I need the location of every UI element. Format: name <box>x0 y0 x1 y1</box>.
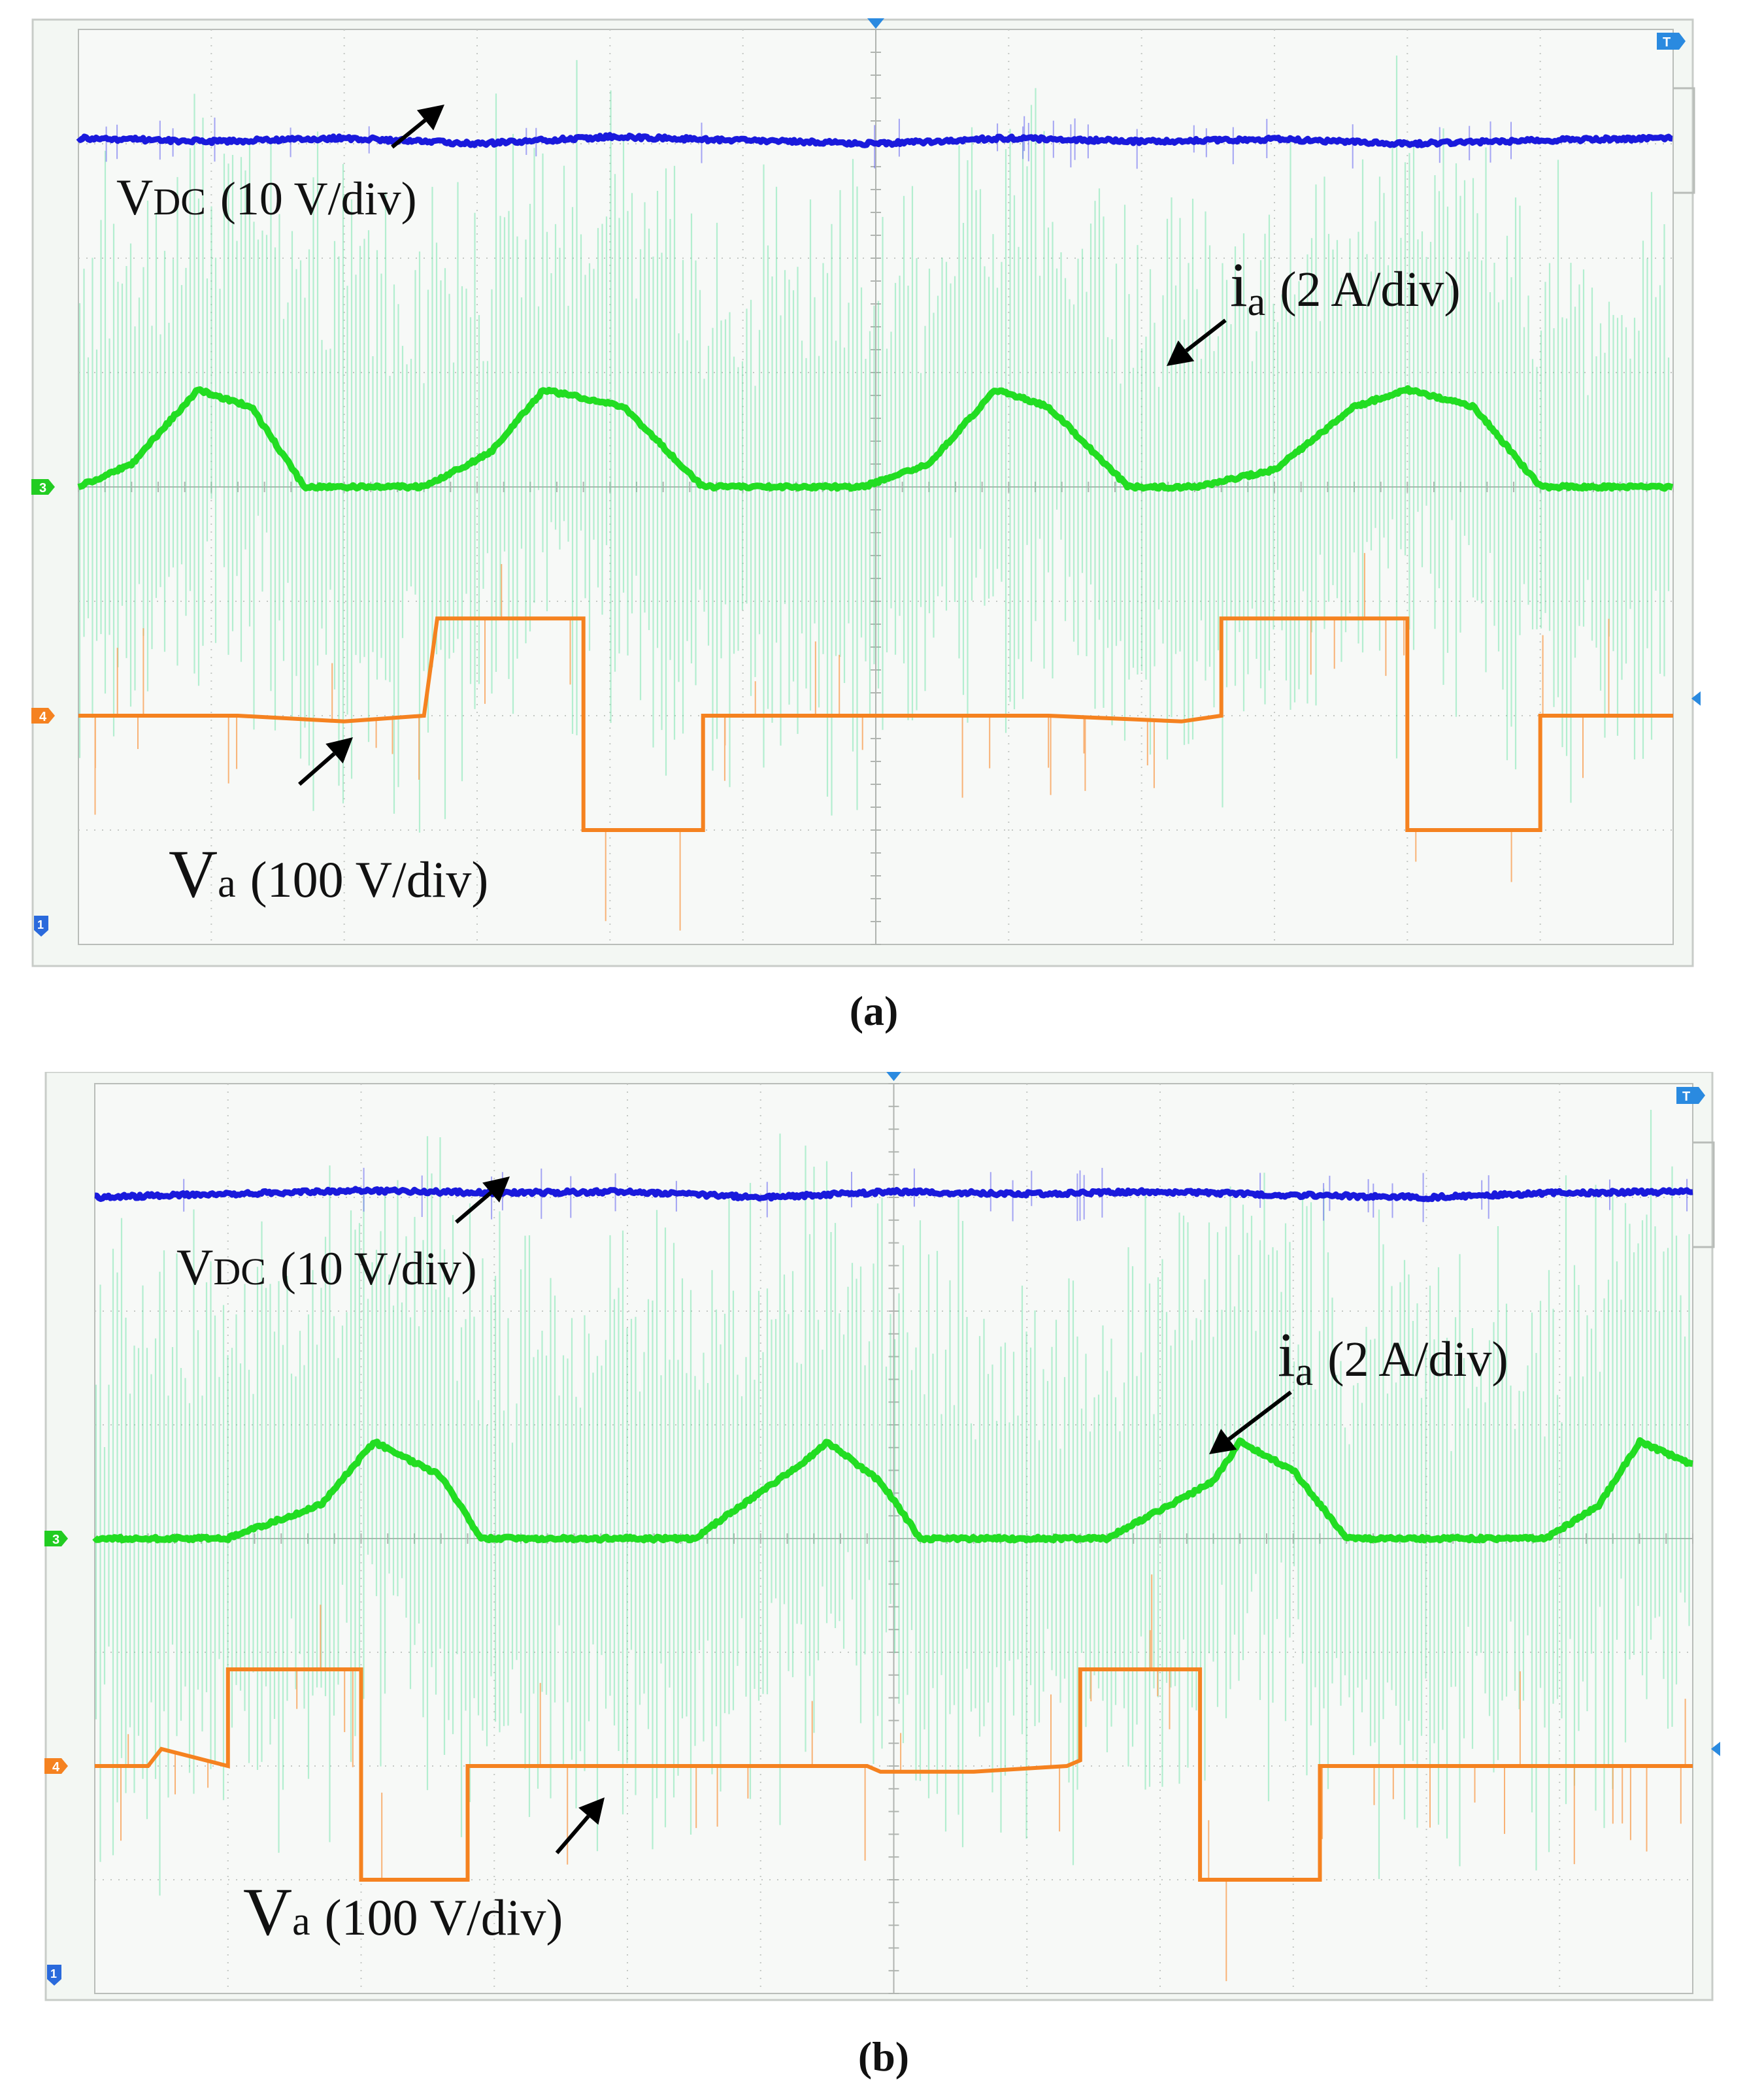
vdc-trace <box>93 1186 1694 1203</box>
channel-3-marker: 3 <box>31 479 55 495</box>
channel-4-marker-label: 4 <box>39 710 47 724</box>
ia-trace <box>92 1437 1694 1544</box>
panel-b: 3 4 1 T VDC (10 V/div) ia (2 A/div) Va (100 V/div… <box>0 1072 1747 2100</box>
va-trace <box>95 1667 1693 1882</box>
side-readout-frame <box>1673 87 1695 194</box>
channel-4-marker: 4 <box>31 708 55 724</box>
ia-label-subscript: a <box>1295 1350 1314 1394</box>
ia-label: ia (2 A/div) <box>1230 250 1461 324</box>
ia-arrow-head <box>1209 1429 1237 1454</box>
va-spikes <box>94 553 1610 931</box>
side-readout-frame <box>1693 1141 1715 1248</box>
channel-1-marker: 1 <box>47 1965 61 1986</box>
channel-4-marker-shape <box>31 708 55 724</box>
va-arrow <box>555 1797 605 1854</box>
va-label: Va (100 V/div) <box>169 837 488 912</box>
va-arrow-head <box>578 1797 605 1825</box>
ia-trace <box>77 385 1674 492</box>
trigger-marker-label: T <box>1682 1090 1690 1104</box>
center-axes <box>94 1083 1693 1994</box>
channel-1-marker-label: 1 <box>50 1967 57 1980</box>
ia-label-scale: (2 A/div) <box>1280 262 1461 317</box>
channel-3-marker-label: 3 <box>39 481 46 495</box>
trigger-marker: T <box>1657 33 1686 50</box>
ia-arrow <box>1167 318 1227 366</box>
ia-arrow-shaft <box>1227 1390 1292 1441</box>
channel-4-marker-label: 4 <box>52 1760 60 1775</box>
ia-label-symbol: i <box>1278 1320 1295 1390</box>
ia-arrow <box>1209 1390 1292 1454</box>
vdc-label-subscript: DC <box>153 180 206 223</box>
vdc-label-scale: (10 V/div) <box>280 1242 477 1295</box>
channel-3-marker-shape <box>44 1531 68 1546</box>
trigger-level-marker <box>1711 1741 1720 1756</box>
va-label-subscript: a <box>218 861 236 906</box>
channel-3-marker-label: 3 <box>52 1533 59 1547</box>
vdc-arrow-head <box>416 105 444 131</box>
vdc-label-symbol: V <box>116 169 153 225</box>
trigger-marker: T <box>1676 1087 1705 1104</box>
vdc-label-subscript: DC <box>213 1250 266 1293</box>
va-label: Va (100 V/div) <box>243 1875 563 1950</box>
ia-label-symbol: i <box>1230 250 1248 320</box>
va-label-scale: (100 V/div) <box>325 1889 563 1946</box>
channel-3-marker-shape <box>31 479 55 495</box>
vdc-trace <box>76 132 1674 148</box>
ia-arrow-head <box>1167 340 1195 366</box>
channel-4-marker-shape <box>44 1758 68 1774</box>
vdc-arrow <box>455 1176 510 1224</box>
panel-label-b: (b) <box>857 2033 910 2080</box>
ia-arrow-shaft <box>1185 318 1227 353</box>
va-trace <box>78 616 1673 832</box>
channel-1-marker-shape <box>47 1965 61 1986</box>
channel-1-marker-label: 1 <box>37 918 44 931</box>
panel-label-a: (a) <box>849 988 899 1034</box>
va-arrow-shaft <box>555 1814 590 1854</box>
ia-label-scale: (2 A/div) <box>1327 1332 1508 1387</box>
vdc-label-scale: (10 V/div) <box>220 173 417 225</box>
trigger-marker-shape <box>1676 1087 1705 1104</box>
channel-4-marker: 4 <box>44 1758 68 1775</box>
va-spikes <box>120 1574 1686 1982</box>
ia-label-subscript: a <box>1248 280 1266 324</box>
channel-3-marker: 3 <box>44 1531 68 1547</box>
channel-1-marker-shape <box>34 916 48 937</box>
va-label-symbol: V <box>243 1875 292 1950</box>
va-arrow <box>298 737 353 786</box>
ia-ripple <box>78 56 1670 833</box>
va-label-scale: (100 V/div) <box>250 851 489 908</box>
vdc-label-symbol: V <box>176 1239 213 1295</box>
va-label-symbol: V <box>169 837 218 912</box>
va-label-subscript: a <box>292 1899 310 1944</box>
panel-a: 3 4 1 T VDC (10 V/div) ia (2 A/div) Va (100 V/div… <box>0 0 1747 1046</box>
vdc-arrow <box>391 105 444 149</box>
va-arrow-head <box>325 737 353 764</box>
ia-label: ia (2 A/div) <box>1278 1320 1508 1394</box>
channel-1-marker: 1 <box>34 916 48 937</box>
trigger-level-marker <box>1691 691 1701 706</box>
va-arrow-shaft <box>298 752 336 786</box>
trigger-marker-label: T <box>1663 35 1671 50</box>
vdc-arrow-shaft <box>455 1191 493 1224</box>
vdc-arrow-head <box>482 1176 510 1203</box>
trigger-marker-shape <box>1657 33 1686 50</box>
vdc-arrow-shaft <box>391 118 427 149</box>
trigger-position-marker <box>867 18 884 29</box>
vdc-label: VDC (10 V/div) <box>176 1239 477 1295</box>
trigger-position-marker <box>886 1072 901 1081</box>
vdc-label: VDC (10 V/div) <box>116 169 417 225</box>
